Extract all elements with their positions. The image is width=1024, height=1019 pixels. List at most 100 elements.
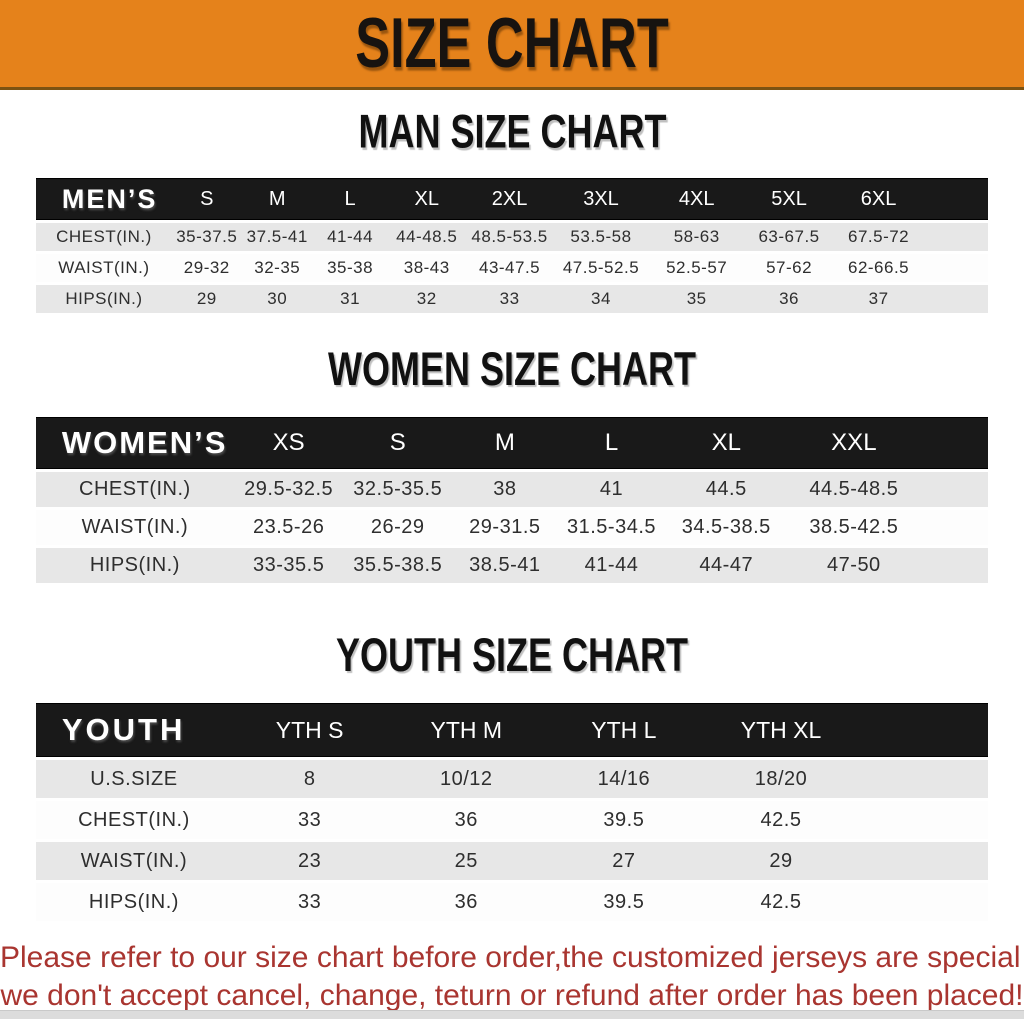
- size-value: 35.5-38.5: [343, 545, 452, 583]
- men-section-heading: MAN SIZE CHART: [0, 90, 1024, 159]
- size-value: 36: [387, 880, 546, 921]
- measure-row: HIPS(IN.) 33 36 39.5 42.5: [35, 880, 989, 921]
- row-spacer: [920, 507, 989, 545]
- size-column-header: XXL: [787, 417, 921, 469]
- men-size-table: MEN’S S M L XL 2XL 3XL 4XL 5XL 6XL CHEST(IN.) 35-37…: [35, 178, 989, 313]
- measure-label: WAIST(IN.): [35, 251, 173, 282]
- size-value: 27: [545, 839, 703, 880]
- size-value: 38: [452, 469, 558, 507]
- size-column-header: L: [557, 417, 666, 469]
- size-value: 43-47.5: [466, 251, 553, 282]
- measure-label: HIPS(IN.): [35, 880, 233, 921]
- measure-row: WAIST(IN.) 29-32 32-35 35-38 38-43 43-47.5 47.…: [35, 251, 989, 282]
- size-column-header: M: [241, 178, 313, 220]
- women-section-heading-text: WOMEN SIZE CHART: [327, 341, 696, 396]
- size-header-bar: WOMEN’S XS S M L XL XXL: [35, 417, 989, 469]
- size-value: 32-35: [241, 251, 313, 282]
- size-value: 34.5-38.5: [665, 507, 788, 545]
- size-column-header: XL: [665, 417, 788, 469]
- size-column-header: 6XL: [833, 178, 924, 220]
- size-value: 23: [232, 839, 388, 880]
- youth-section-heading-text: YOUTH SIZE CHART: [335, 627, 688, 682]
- size-value: 29.5-32.5: [233, 469, 344, 507]
- size-value: 10/12: [387, 757, 546, 798]
- size-value: 8: [232, 757, 388, 798]
- size-value: 38-43: [387, 251, 467, 282]
- size-value: 42.5: [702, 798, 860, 839]
- youth-section: YOUTH SIZE CHART YOUTH YTH S YTH M YTH L YTH…: [0, 583, 1024, 921]
- size-chart-banner: SIZE CHART: [0, 0, 1024, 90]
- size-column-header: 2XL: [466, 178, 553, 220]
- size-value: 41-44: [557, 545, 666, 583]
- size-value: 34: [552, 282, 650, 313]
- size-value: 44.5-48.5: [787, 469, 921, 507]
- size-value: 33-35.5: [233, 545, 344, 583]
- size-column-header: M: [452, 417, 558, 469]
- size-value: 29: [172, 282, 242, 313]
- group-label: WOMEN’S: [35, 417, 234, 469]
- header-spacer: [923, 178, 989, 220]
- men-section: MAN SIZE CHART MEN’S S M L XL 2XL 3XL 4XL 5XL 6XL…: [0, 90, 1024, 313]
- size-header-bar: YOUTH YTH S YTH M YTH L YTH XL: [35, 703, 989, 757]
- size-value: 53.5-58: [552, 220, 650, 251]
- row-spacer: [923, 282, 989, 313]
- row-spacer: [859, 757, 989, 798]
- size-column-header: 4XL: [649, 178, 745, 220]
- size-value: 29-31.5: [452, 507, 558, 545]
- measure-label: HIPS(IN.): [35, 282, 173, 313]
- size-value: 39.5: [545, 798, 703, 839]
- size-column-header: 5XL: [744, 178, 834, 220]
- measure-label: CHEST(IN.): [35, 220, 173, 251]
- measure-row: U.S.SIZE 8 10/12 14/16 18/20: [35, 757, 989, 798]
- size-value: 25: [387, 839, 546, 880]
- men-section-heading-text: MAN SIZE CHART: [357, 104, 666, 159]
- size-value: 38.5-41: [452, 545, 558, 583]
- row-spacer: [859, 839, 989, 880]
- size-value: 57-62: [744, 251, 834, 282]
- size-value: 41: [557, 469, 666, 507]
- size-column-header: S: [172, 178, 242, 220]
- size-value: 67.5-72: [833, 220, 924, 251]
- measure-label: U.S.SIZE: [35, 757, 233, 798]
- row-spacer: [859, 798, 989, 839]
- size-value: 37: [833, 282, 924, 313]
- size-value: 18/20: [702, 757, 860, 798]
- row-spacer: [920, 545, 989, 583]
- size-column-header: XL: [387, 178, 467, 220]
- row-spacer: [920, 469, 989, 507]
- measure-label: WAIST(IN.): [35, 839, 233, 880]
- size-column-header: 3XL: [552, 178, 650, 220]
- size-value: 35: [649, 282, 745, 313]
- size-value: 26-29: [343, 507, 452, 545]
- size-value: 30: [241, 282, 313, 313]
- measure-row: HIPS(IN.) 29 30 31 32 33 34 35 36 37: [35, 282, 989, 313]
- size-value: 35-37.5: [172, 220, 242, 251]
- measure-label: CHEST(IN.): [35, 798, 233, 839]
- size-value: 38.5-42.5: [787, 507, 921, 545]
- size-value: 31.5-34.5: [557, 507, 666, 545]
- bottom-strip: [0, 1010, 1024, 1019]
- size-value: 62-66.5: [833, 251, 924, 282]
- size-value: 44-48.5: [387, 220, 467, 251]
- measure-row: HIPS(IN.) 33-35.5 35.5-38.5 38.5-41 41-44 44-…: [35, 545, 989, 583]
- size-value: 42.5: [702, 880, 860, 921]
- size-value: 47-50: [787, 545, 921, 583]
- size-column-header: YTH S: [232, 703, 388, 757]
- disclaimer-line-1: Please refer to our size chart before or…: [0, 941, 1024, 974]
- size-value: 58-63: [649, 220, 745, 251]
- size-value: 29-32: [172, 251, 242, 282]
- size-value: 33: [232, 880, 388, 921]
- measure-row: WAIST(IN.) 23.5-26 26-29 29-31.5 31.5-34.5 34…: [35, 507, 989, 545]
- size-column-header: S: [343, 417, 452, 469]
- size-value: 37.5-41: [241, 220, 313, 251]
- size-value: 52.5-57: [649, 251, 745, 282]
- women-section: WOMEN SIZE CHART WOMEN’S XS S M L XL XXL CHEST(…: [0, 313, 1024, 583]
- size-value: 29: [702, 839, 860, 880]
- size-value: 36: [387, 798, 546, 839]
- size-value: 63-67.5: [744, 220, 834, 251]
- size-value: 32.5-35.5: [343, 469, 452, 507]
- women-section-heading: WOMEN SIZE CHART: [0, 313, 1024, 396]
- measure-label: WAIST(IN.): [35, 507, 234, 545]
- size-column-header: YTH XL: [702, 703, 860, 757]
- header-spacer: [920, 417, 989, 469]
